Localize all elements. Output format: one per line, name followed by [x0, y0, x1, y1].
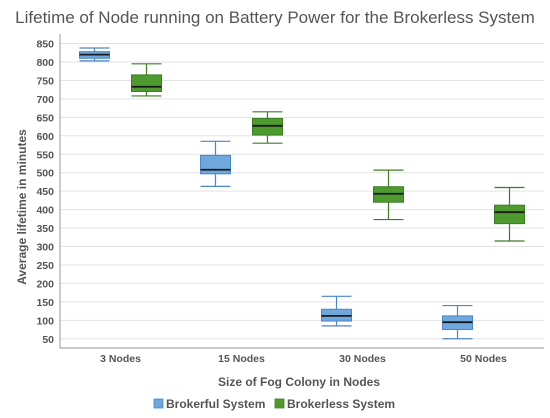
box-1-1 [252, 111, 283, 144]
box-iqr [200, 154, 231, 175]
x-axis-title: Size of Fog Colony in Nodes [218, 375, 380, 389]
chart-title: Lifetime of Node running on Battery Powe… [15, 8, 535, 27]
y-tick-label: 150 [36, 297, 54, 309]
box-0-3 [442, 304, 473, 340]
y-tick-label: 600 [36, 131, 54, 143]
y-tick-label: 800 [36, 57, 54, 69]
y-tick-label: 400 [36, 205, 54, 217]
box-iqr [252, 117, 283, 136]
box-1-3 [494, 186, 525, 242]
legend: Brokerful System Brokerless System [153, 397, 395, 411]
y-tick-label: 250 [36, 260, 54, 272]
box-iqr [131, 74, 162, 93]
box-iqr [494, 204, 525, 225]
y-tick-labels: 50 100 150 200 250 300 350 400 450 500 550 600 650 70… [36, 39, 54, 346]
box-marks [79, 47, 525, 340]
box-0-2 [321, 295, 352, 327]
y-tick-label: 350 [36, 223, 54, 235]
y-tick-label: 850 [36, 39, 54, 51]
y-tick-label: 300 [36, 242, 54, 254]
legend-label: Brokerful System [166, 397, 265, 411]
y-tick-label: 200 [36, 278, 54, 290]
legend-label: Brokerless System [287, 397, 395, 411]
y-tick-label: 650 [36, 112, 54, 124]
box-0-1 [200, 140, 231, 187]
x-tick-label: 30 Nodes [339, 353, 386, 365]
y-tick-label: 550 [36, 149, 54, 161]
x-tick-label: 50 Nodes [460, 353, 507, 365]
y-tick-label: 500 [36, 168, 54, 180]
legend-swatch [153, 398, 164, 409]
y-tick-label: 50 [42, 334, 54, 346]
y-tick-label: 750 [36, 75, 54, 87]
legend-swatch [274, 398, 285, 409]
y-tick-label: 100 [36, 315, 54, 327]
box-1-0 [131, 63, 162, 97]
y-tick-label: 450 [36, 186, 54, 198]
x-tick-labels: 3 Nodes 15 Nodes 30 Nodes 50 Nodes [100, 353, 507, 365]
grid-lines [60, 43, 544, 340]
x-tick-label: 15 Nodes [218, 353, 265, 365]
y-tick-label: 700 [36, 94, 54, 106]
x-tick-label: 3 Nodes [100, 353, 141, 365]
axes [59, 34, 544, 349]
box-0-0 [79, 47, 110, 62]
box-1-2 [373, 169, 404, 221]
y-axis-title: Average lifetime in minutes [15, 129, 29, 285]
